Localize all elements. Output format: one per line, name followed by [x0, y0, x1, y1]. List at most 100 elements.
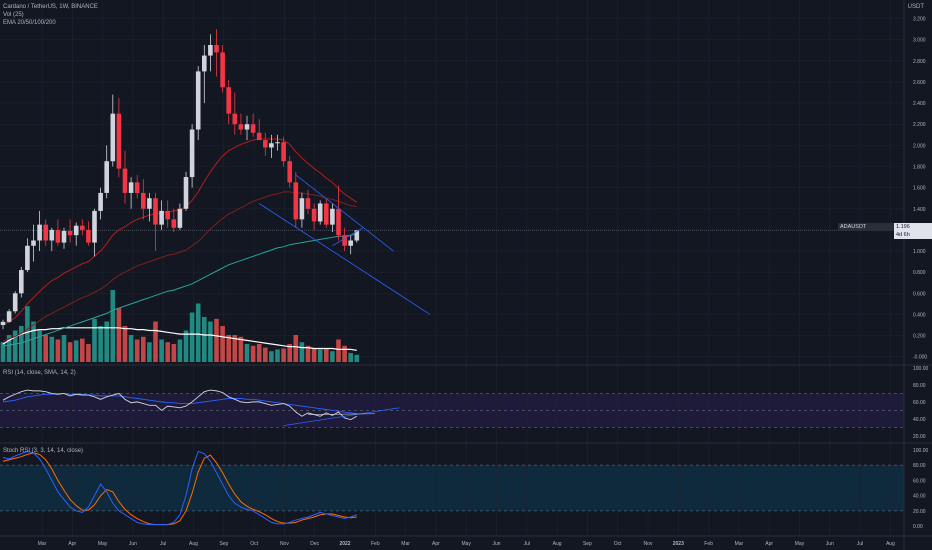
candle-body [232, 113, 238, 125]
volume-bar [214, 318, 219, 362]
candle-body [171, 219, 177, 228]
time-tick-label: Mar [38, 541, 47, 547]
volume-bar [128, 335, 134, 362]
volume-bar [134, 339, 140, 362]
candle-body [195, 71, 201, 130]
price-axis-title: USDT [907, 4, 924, 10]
time-tick-label: Dec [310, 541, 319, 547]
candle-body [342, 235, 347, 246]
volume-bar [6, 335, 12, 362]
volume-bar [159, 339, 164, 362]
volume-bar [31, 321, 36, 362]
volume-bar [354, 354, 360, 362]
price-tick-label: 0.400 [913, 312, 926, 318]
volume-bar [311, 348, 317, 362]
ema-legend[interactable]: EMA 20/50/100/200 [3, 20, 56, 26]
time-tick-label: Nov [644, 541, 653, 547]
time-tick-label: Apr [68, 541, 76, 547]
time-tick-label: Feb [371, 541, 380, 547]
volume-bar [165, 342, 170, 362]
time-tick-label: Jul [524, 541, 530, 547]
rsi-legend[interactable]: RSI (14, close, SMA, 14, 2) [3, 370, 76, 376]
volume-bar [256, 344, 262, 362]
volume-bar [73, 340, 79, 362]
candle-body [287, 161, 292, 183]
volume-bar [238, 336, 244, 362]
candle-body [80, 225, 85, 230]
volume-bar [12, 330, 18, 362]
time-tick-label: Jun [129, 541, 137, 547]
rsi-tick-label: 40.00 [913, 417, 926, 423]
volume-bar [281, 348, 286, 362]
candle-body [49, 229, 55, 241]
price-tick-label: -0.000 [913, 355, 927, 361]
volume-bar [269, 351, 274, 362]
time-tick-label: Jun [492, 541, 500, 547]
price-tick-label: 0.200 [913, 334, 926, 340]
candle-body [110, 113, 116, 162]
candle-body [25, 245, 30, 271]
candle-body [19, 270, 24, 294]
candle-body [55, 229, 61, 243]
volume-bar [220, 326, 225, 362]
rsi-tick-label: 80.00 [913, 383, 926, 389]
candle-body [177, 208, 183, 228]
volume-bar [330, 351, 335, 362]
volume-bar [80, 338, 85, 362]
stoch-tick-label: 0.00 [913, 524, 923, 530]
price-tick-label: 1.000 [913, 249, 926, 255]
stoch-k-line [2, 450, 357, 526]
volume-bar [244, 344, 250, 362]
volume-bar [324, 348, 329, 362]
stoch-band [0, 465, 904, 511]
time-tick-label: Jul [857, 541, 863, 547]
rsi-trendline [283, 407, 400, 426]
candle-body [86, 229, 91, 243]
candle-body [73, 225, 79, 236]
price-tick-label: 2.200 [913, 122, 926, 128]
volume-bar [287, 344, 292, 362]
lower-trendline [258, 203, 431, 315]
price-tick-label: 1.800 [913, 165, 926, 171]
volume-bar [177, 339, 183, 362]
time-tick-label: Mar [735, 541, 744, 547]
breakout-line [332, 227, 364, 247]
main-legend: Cardano / TetherUS, 1W, BINANCE Vol (25)… [3, 3, 98, 27]
volume-bar [25, 306, 30, 362]
volume-bar [104, 321, 109, 362]
candle-body [6, 311, 12, 322]
symbol-title[interactable]: Cardano / TetherUS, 1W, BINANCE [3, 4, 98, 10]
stoch-tick-label: 100.00 [913, 448, 929, 454]
rsi-tick-label: 20.00 [913, 434, 926, 440]
candle-body [202, 55, 207, 72]
candle-body [67, 230, 73, 236]
candle-body [269, 143, 274, 148]
candle-body [226, 87, 231, 114]
candle-body [183, 177, 189, 209]
candle-body [281, 142, 286, 162]
candle-body [311, 208, 317, 222]
volume-bar [195, 303, 201, 362]
stoch-tick-label: 40.00 [913, 494, 926, 500]
candle-body [189, 129, 195, 178]
stoch-tick-label: 80.00 [913, 463, 926, 469]
volume-bar [153, 321, 158, 362]
symbol-price-label: ADAUSDT [838, 223, 894, 231]
volume-legend[interactable]: Vol (25) [3, 12, 24, 18]
candle-body [299, 198, 305, 220]
volume-bar [263, 347, 268, 362]
candle-body [122, 168, 128, 193]
stoch-legend[interactable]: Stoch RSI (3, 3, 14, 14, close) [3, 448, 84, 454]
candle-body [0, 321, 6, 326]
rsi-tick-label: 60.00 [913, 400, 926, 406]
time-tick-label: 2023 [673, 541, 684, 547]
price-tick-label: 1.400 [913, 207, 926, 213]
candle-body [116, 113, 122, 169]
time-tick-label: Aug [553, 541, 562, 547]
candle-body [348, 240, 353, 246]
candle-body [256, 132, 262, 141]
volume-bar [0, 342, 6, 362]
candle-body [293, 182, 299, 220]
volume-bar [250, 345, 256, 362]
